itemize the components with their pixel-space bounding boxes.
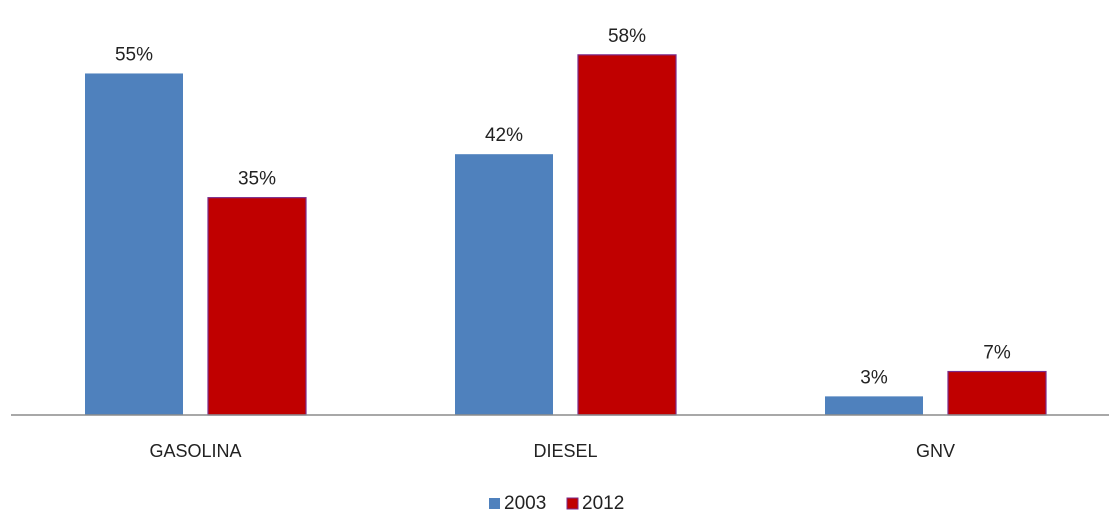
legend-swatch-2003 — [489, 498, 500, 509]
data-label-gasolina-2012: 35% — [238, 169, 276, 190]
bar-gasolina-2003 — [85, 73, 183, 415]
bar-gnv-2012 — [947, 370, 1047, 416]
data-label-diesel-2003: 42% — [485, 125, 523, 146]
bars-layer: 55% 35% 42% 58% 3% 7% — [85, 26, 1047, 416]
legend-label-2003: 2003 — [504, 493, 546, 514]
legend-swatch-2012 — [566, 497, 579, 510]
data-label-gnv-2003: 3% — [860, 367, 888, 388]
bar-diesel-2012 — [577, 54, 677, 416]
bar-diesel-2003 — [455, 154, 553, 415]
legend: 2003 2012 — [489, 493, 624, 514]
category-label-gasolina: GASOLINA — [149, 441, 241, 461]
bar-gasolina-2012 — [207, 197, 307, 416]
legend-label-2012: 2012 — [582, 493, 624, 514]
data-label-diesel-2012: 58% — [608, 26, 646, 47]
data-label-gnv-2012: 7% — [983, 343, 1011, 364]
category-label-diesel: DIESEL — [533, 441, 597, 461]
category-label-gnv: GNV — [916, 441, 955, 461]
data-label-gasolina-2003: 55% — [115, 44, 153, 65]
category-labels: GASOLINA DIESEL GNV — [149, 441, 955, 461]
bar-gnv-2003 — [825, 396, 923, 415]
